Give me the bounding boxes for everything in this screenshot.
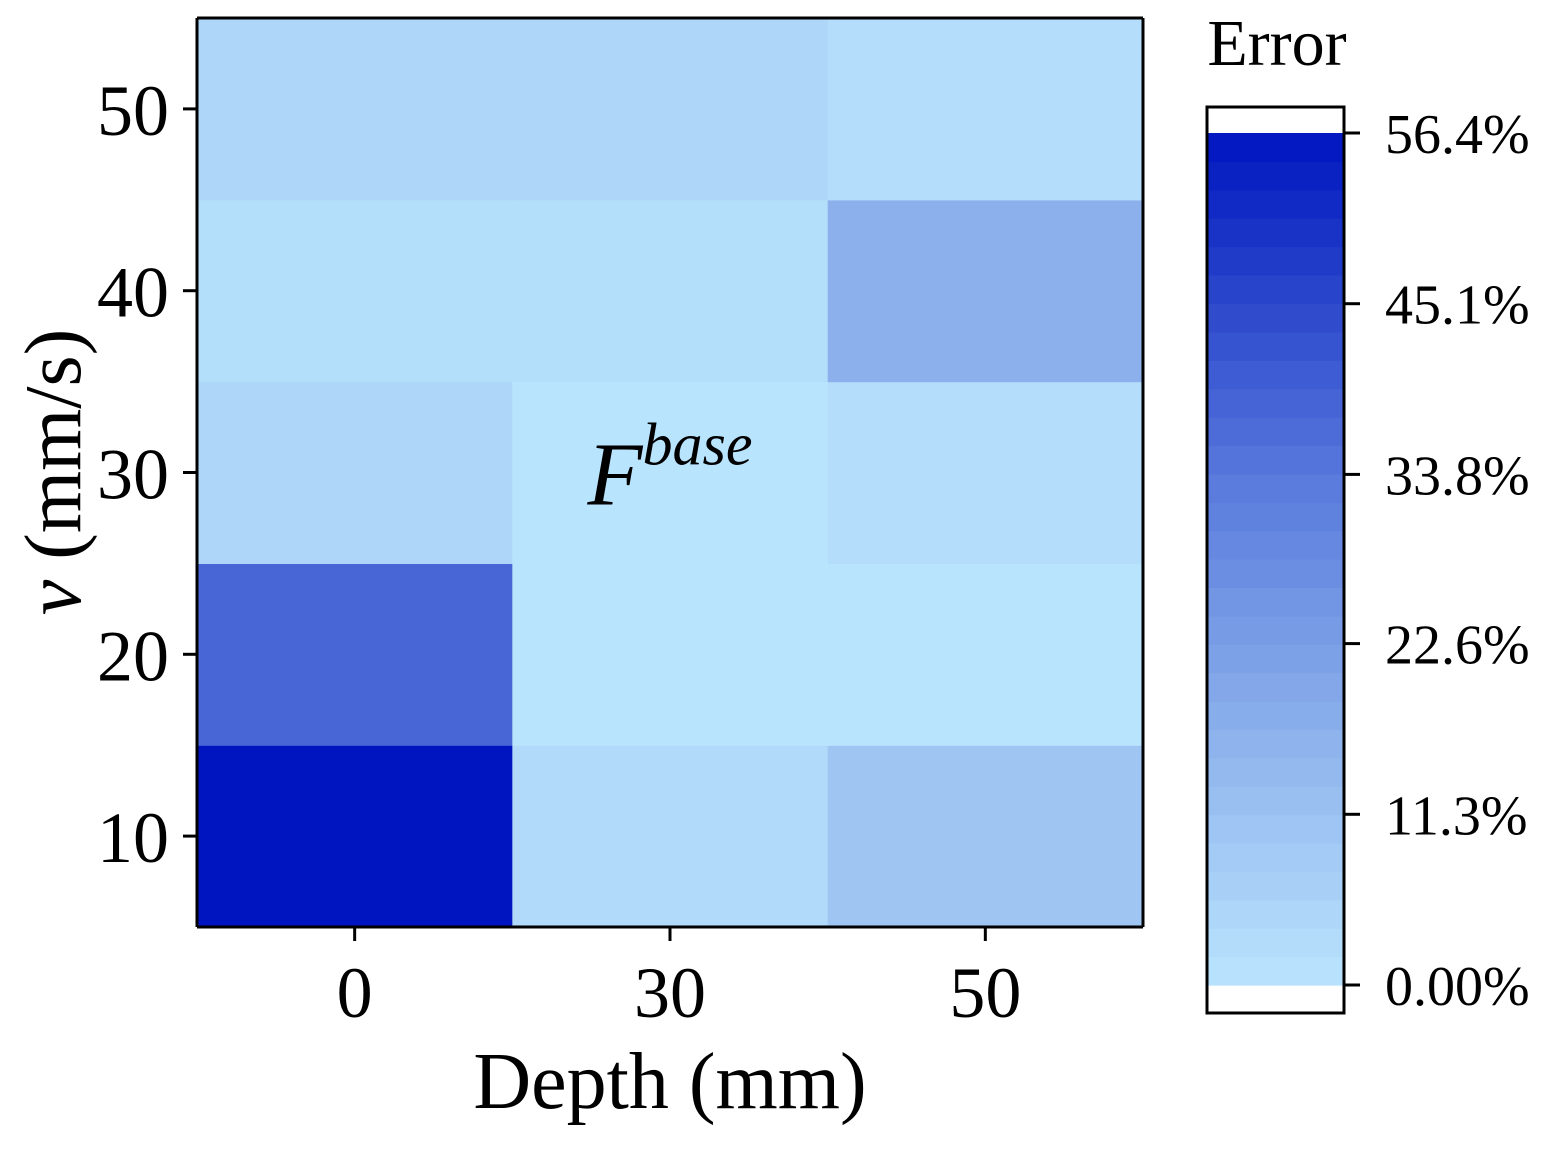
y-tick-label: 30 — [97, 435, 169, 515]
heatmap-cell-50-30 — [827, 381, 1144, 564]
colorbar-band — [1207, 473, 1344, 503]
heatmap-cell-30-20 — [512, 563, 829, 746]
colorbar-title: Error — [1207, 7, 1346, 80]
colorbar-band — [1207, 615, 1344, 645]
colorbar-band — [1207, 530, 1344, 560]
colorbar-gradient — [1207, 133, 1344, 986]
colorbar-tick-label: 33.8% — [1385, 445, 1530, 507]
y-tick-label: 20 — [97, 616, 169, 696]
colorbar-band — [1207, 133, 1344, 162]
colorbar-band — [1207, 587, 1344, 617]
colorbar-band — [1207, 275, 1344, 304]
heatmap-cell-30-10 — [512, 745, 829, 928]
y-axis-label: v (mm/s) — [10, 329, 98, 616]
heatmap-cell-0-30 — [197, 381, 513, 564]
heatmap-cells — [197, 18, 1144, 928]
x-tick-label: 0 — [337, 953, 373, 1033]
annotation-superscript: base — [643, 412, 753, 478]
colorbar-band — [1207, 672, 1344, 702]
colorbar-band — [1207, 502, 1344, 532]
y-tick-label: 50 — [97, 71, 169, 151]
heatmap-cell-30-30 — [512, 381, 829, 564]
heatmap-cell-0-20 — [197, 563, 513, 746]
colorbar-band — [1207, 360, 1344, 390]
colorbar-tick-label: 56.4% — [1385, 104, 1530, 166]
y-axis-label-unit: (mm/s) — [10, 329, 98, 580]
colorbar-band — [1207, 786, 1344, 816]
colorbar-band — [1207, 388, 1344, 418]
colorbar-frame — [1205, 105, 1346, 1015]
colorbar-tick-label: 0.00% — [1385, 956, 1530, 1018]
y-tick-label: 40 — [97, 253, 169, 333]
heatmap-cell-50-40 — [827, 199, 1144, 383]
colorbar-band — [1207, 843, 1344, 872]
heatmap-annotation: Fbase — [587, 412, 753, 525]
heatmap-cell-0-10 — [197, 745, 513, 928]
colorbar-band — [1207, 189, 1344, 219]
heatmap-cell-30-40 — [512, 199, 829, 383]
annotation-base-letter: F — [587, 426, 644, 525]
colorbar-band — [1207, 871, 1344, 901]
colorbar-band — [1207, 814, 1344, 844]
colorbar-band — [1207, 729, 1344, 759]
colorbar-tick-label: 11.3% — [1385, 785, 1528, 847]
colorbar: Error 0.00% 11.3% 22.6% 33.8% 45.1% 56.4% — [1205, 7, 1530, 1018]
heatmap-cell-50-10 — [827, 745, 1144, 928]
colorbar-band — [1207, 956, 1344, 986]
y-axis-label-symbol: v — [10, 579, 98, 615]
x-tick-label: 50 — [949, 953, 1021, 1033]
colorbar-band — [1207, 445, 1344, 475]
colorbar-band — [1207, 757, 1344, 787]
colorbar-tick-label: 45.1% — [1385, 275, 1530, 337]
colorbar-band — [1207, 303, 1344, 333]
heatmap-cell-30-50 — [512, 18, 829, 201]
colorbar-ticks: 0.00% 11.3% 22.6% 33.8% 45.1% 56.4% — [1344, 104, 1530, 1018]
colorbar-band — [1207, 246, 1344, 276]
x-axis-ticks: 0 30 50 — [337, 927, 1021, 1033]
x-tick-label: 30 — [634, 953, 706, 1033]
annotation-f-base: Fbase — [587, 412, 753, 525]
colorbar-band — [1207, 417, 1344, 446]
colorbar-band — [1207, 899, 1344, 929]
heatmap-cell-50-20 — [827, 563, 1144, 746]
colorbar-tick-label: 22.6% — [1385, 615, 1530, 677]
heatmap-cell-0-50 — [197, 18, 513, 201]
x-axis-label: Depth (mm) — [473, 1038, 866, 1126]
colorbar-band — [1207, 161, 1344, 191]
colorbar-band — [1207, 331, 1344, 361]
colorbar-band — [1207, 559, 1344, 588]
colorbar-band — [1207, 644, 1344, 674]
colorbar-band — [1207, 701, 1344, 730]
y-axis-ticks: 10 20 30 40 50 — [97, 71, 197, 878]
colorbar-band — [1207, 218, 1344, 248]
heatmap-cell-50-50 — [827, 18, 1144, 201]
colorbar-band — [1207, 928, 1344, 958]
y-tick-label: 10 — [97, 798, 169, 878]
heatmap-cell-0-40 — [197, 199, 513, 383]
